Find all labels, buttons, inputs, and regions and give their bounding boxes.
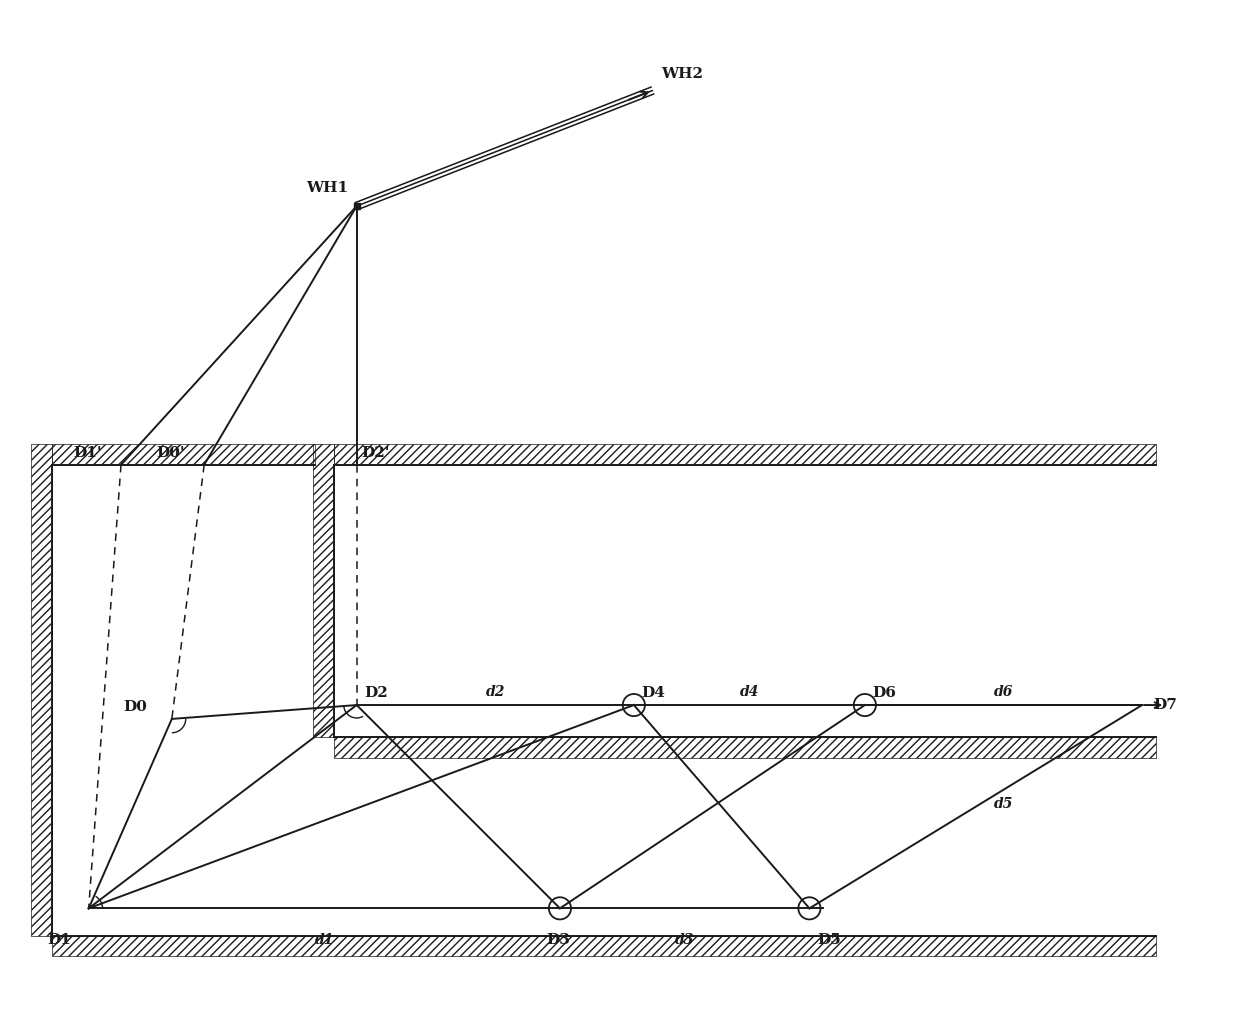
Text: D7: D7	[1153, 698, 1177, 712]
Text: d6: d6	[993, 685, 1013, 699]
Text: D6: D6	[872, 687, 897, 700]
Text: d3: d3	[675, 933, 694, 947]
Text: D2: D2	[365, 687, 388, 700]
Text: D0: D0	[124, 700, 148, 714]
Text: D4: D4	[641, 687, 665, 700]
Text: D1': D1'	[73, 447, 102, 460]
Text: D0': D0'	[156, 447, 185, 460]
Text: WH1: WH1	[306, 181, 348, 195]
Text: d5: d5	[993, 797, 1013, 811]
Text: d4: d4	[740, 685, 759, 699]
Text: D2': D2'	[361, 447, 389, 460]
Text: d2: d2	[486, 685, 505, 699]
Text: WH2: WH2	[662, 67, 703, 82]
Text: D3: D3	[546, 933, 570, 947]
Text: d1: d1	[315, 933, 334, 947]
Text: D5: D5	[817, 933, 841, 947]
Text: D1: D1	[47, 933, 71, 947]
